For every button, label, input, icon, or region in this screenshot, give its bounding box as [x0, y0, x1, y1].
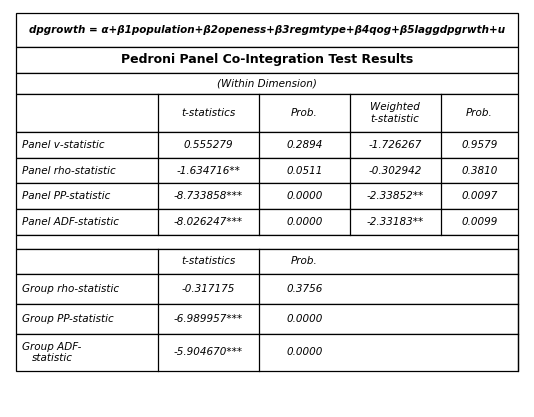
Bar	[16, 132, 518, 158]
Text: t-statistics: t-statistics	[181, 108, 235, 118]
Text: -0.317175: -0.317175	[182, 284, 235, 294]
Text: -0.302942: -0.302942	[368, 166, 422, 176]
Text: Group PP-statistic: Group PP-statistic	[22, 314, 114, 324]
Text: 0.0000: 0.0000	[286, 347, 323, 357]
Text: dpgrowth = α+β1population+β2openess+β3regmtype+β4qog+β5laggdpgrwth+u: dpgrowth = α+β1population+β2openess+β3re…	[29, 25, 505, 35]
Text: Group rho-statistic: Group rho-statistic	[22, 284, 120, 294]
Text: Panel rho-statistic: Panel rho-statistic	[22, 166, 116, 176]
Bar	[16, 304, 518, 334]
Bar	[16, 334, 518, 371]
Text: Weighted
t-statistic: Weighted t-statistic	[370, 102, 420, 124]
Text: -1.634716**: -1.634716**	[176, 166, 240, 176]
Bar	[16, 94, 518, 132]
Bar	[16, 209, 518, 235]
Text: -8.026247***: -8.026247***	[174, 217, 243, 227]
Bar	[16, 235, 518, 249]
Text: 0.3810: 0.3810	[461, 166, 498, 176]
Text: 0.9579: 0.9579	[461, 140, 498, 150]
Text: Panel PP-statistic: Panel PP-statistic	[22, 191, 111, 201]
Bar	[16, 249, 518, 274]
Text: 0.0511: 0.0511	[286, 166, 323, 176]
Bar	[16, 183, 518, 209]
Text: 0.3756: 0.3756	[286, 284, 323, 294]
Text: Prob.: Prob.	[291, 256, 318, 266]
Text: Prob.: Prob.	[466, 108, 493, 118]
Text: Prob.: Prob.	[291, 108, 318, 118]
Text: Panel v-statistic: Panel v-statistic	[22, 140, 105, 150]
Bar	[16, 158, 518, 183]
Text: -2.33852**: -2.33852**	[366, 191, 424, 201]
Text: -2.33183**: -2.33183**	[366, 217, 424, 227]
Text: 0.0099: 0.0099	[461, 217, 498, 227]
Text: -8.733858***: -8.733858***	[174, 191, 243, 201]
Text: t-statistics: t-statistics	[181, 256, 235, 266]
Bar	[16, 13, 518, 47]
Text: 0.2894: 0.2894	[286, 140, 323, 150]
Text: 0.0000: 0.0000	[286, 314, 323, 324]
Text: Group ADF-
statistic: Group ADF- statistic	[22, 342, 82, 363]
Text: 0.0000: 0.0000	[286, 191, 323, 201]
Text: Pedroni Panel Co-Integration Test Results: Pedroni Panel Co-Integration Test Result…	[121, 53, 413, 66]
Text: Panel ADF-statistic: Panel ADF-statistic	[22, 217, 120, 227]
Text: -1.726267: -1.726267	[368, 140, 422, 150]
Text: -6.989957***: -6.989957***	[174, 314, 243, 324]
Text: 0.0000: 0.0000	[286, 217, 323, 227]
Bar	[16, 73, 518, 94]
Text: -5.904670***: -5.904670***	[174, 347, 243, 357]
Text: (Within Dimension): (Within Dimension)	[217, 78, 317, 88]
Bar	[16, 47, 518, 73]
Text: 0.0097: 0.0097	[461, 191, 498, 201]
Bar	[16, 274, 518, 304]
Text: 0.555279: 0.555279	[184, 140, 233, 150]
